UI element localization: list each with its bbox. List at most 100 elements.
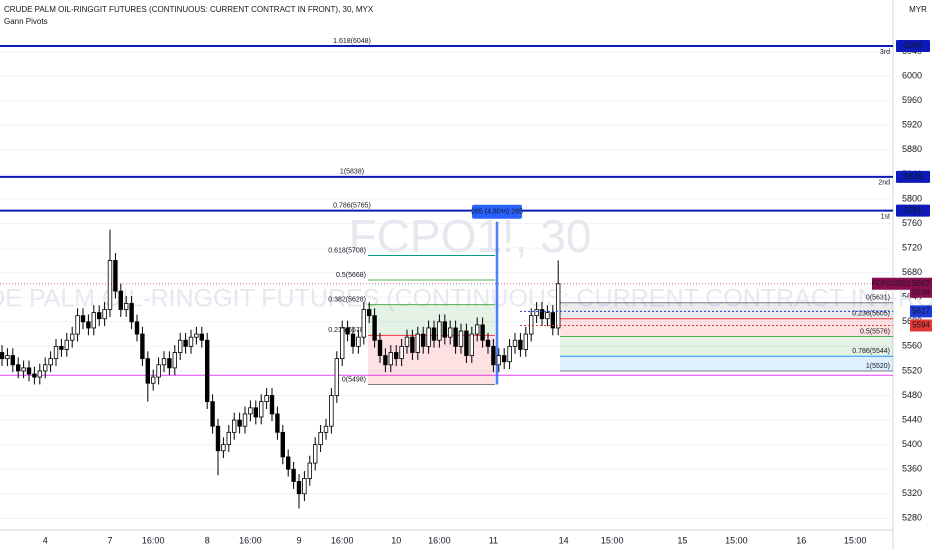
watermark-description: CRUDE PALM OIL-RINGGIT FUTURES (CONTINUO… <box>0 285 932 313</box>
candle-body <box>140 333 145 360</box>
price-tag-label: 5781 <box>904 206 922 215</box>
chart-subtitle: Gann Pivots <box>4 17 48 26</box>
candle-body <box>124 302 129 310</box>
fib-zone <box>560 318 893 337</box>
candle-body <box>345 327 350 335</box>
price-tag-label: 5594 <box>912 321 930 330</box>
price-tag <box>910 319 932 332</box>
candle-body <box>453 327 458 347</box>
candle-body <box>512 339 518 347</box>
candle-body <box>53 345 59 360</box>
y-tick-label: 5720 <box>902 242 922 252</box>
y-tick-label: 5400 <box>902 439 922 449</box>
x-tick-label: 4 <box>43 535 48 545</box>
gann-level-tag: 2nd <box>878 180 890 187</box>
candle-body <box>242 413 248 427</box>
candle-body <box>383 355 388 366</box>
price-tag <box>896 170 930 183</box>
gann-level-tag: 3rd <box>880 49 890 56</box>
candle-body <box>107 259 113 310</box>
candle-body <box>0 352 5 360</box>
candle-body <box>518 339 523 350</box>
fib-zone <box>560 336 893 357</box>
candle-body <box>410 336 415 353</box>
fib-level-label: 0.236(5605) <box>852 311 890 318</box>
fib-level-label: 0.5(5668) <box>336 272 366 279</box>
candle-body <box>75 315 80 335</box>
candle-body <box>437 321 442 341</box>
fib-zone <box>560 302 893 319</box>
x-tick-label: 16:00 <box>331 535 354 545</box>
x-tick-label: 15 <box>677 535 687 545</box>
candle-body <box>539 309 545 320</box>
price-tag-label: 5662 <box>912 279 930 288</box>
price-tag <box>896 204 930 217</box>
x-tick-label: 16:00 <box>239 535 262 545</box>
candle-body <box>102 309 107 320</box>
y-tick-label: 5480 <box>902 390 922 400</box>
candle-body <box>318 431 323 446</box>
candle-body <box>221 444 226 452</box>
candle-body <box>21 367 26 372</box>
candle-body <box>15 364 21 372</box>
candle-body <box>501 355 507 363</box>
y-tick-label: 5880 <box>902 144 922 154</box>
candle-body <box>302 478 307 495</box>
header-bg <box>0 2 300 28</box>
x-tick-label: 9 <box>296 535 301 545</box>
candle-body <box>264 395 269 403</box>
candle-body <box>64 339 69 350</box>
candle-body <box>339 327 345 360</box>
y-tick-label: 5960 <box>902 95 922 105</box>
y-tick-label: 5800 <box>902 193 922 203</box>
price-tag-timer: 02:34 <box>912 290 930 297</box>
x-tick-label: 15:00 <box>601 535 624 545</box>
candle-body <box>388 352 393 366</box>
candle-body <box>464 330 469 356</box>
candle-body <box>361 309 366 338</box>
y-tick-label: 5440 <box>902 414 922 424</box>
candle-body <box>253 407 258 418</box>
candle-body <box>70 333 75 341</box>
candle-body <box>113 259 118 292</box>
candle-body <box>458 330 464 347</box>
candle-body <box>129 302 134 323</box>
y-tick-label: 5360 <box>902 464 922 474</box>
x-tick-label: 8 <box>205 535 210 545</box>
candle-body <box>37 370 42 378</box>
candle-body <box>183 339 188 347</box>
y-tick-label: 5920 <box>902 120 922 130</box>
candle-body <box>329 395 334 427</box>
x-tick-label: 16:00 <box>142 535 165 545</box>
candle-body <box>145 358 150 384</box>
candle-body <box>442 321 447 338</box>
candle-body <box>97 312 102 320</box>
x-tick-label: 15:00 <box>844 535 867 545</box>
candle-body <box>194 333 199 338</box>
candle-body <box>280 431 285 458</box>
fib-zone <box>560 356 893 371</box>
candle-body <box>26 367 32 375</box>
fib-level-label: 0.786(5544) <box>852 348 890 355</box>
candle-body <box>431 327 437 341</box>
x-tick-label: 11 <box>489 535 498 545</box>
fib-level-label: 0.618(5708) <box>328 247 366 254</box>
candle-body <box>80 315 86 323</box>
candle-body <box>43 364 48 372</box>
x-tick-label: 16:00 <box>428 535 451 545</box>
candle-body <box>334 358 339 396</box>
candle-body <box>231 419 237 433</box>
candle-body <box>258 401 264 418</box>
fib-level-label: 0(5631) <box>866 295 890 302</box>
candle-body <box>507 345 512 363</box>
candle-body <box>150 376 156 384</box>
candle-body <box>545 312 550 320</box>
gann-level-label: 0.786(5765) <box>333 202 371 209</box>
candle-body <box>366 309 372 317</box>
gann-level-label: 1(5838) <box>340 169 364 176</box>
candle-body <box>237 419 242 427</box>
price-tag-symbol-box <box>872 277 910 290</box>
price-tag <box>910 277 932 298</box>
